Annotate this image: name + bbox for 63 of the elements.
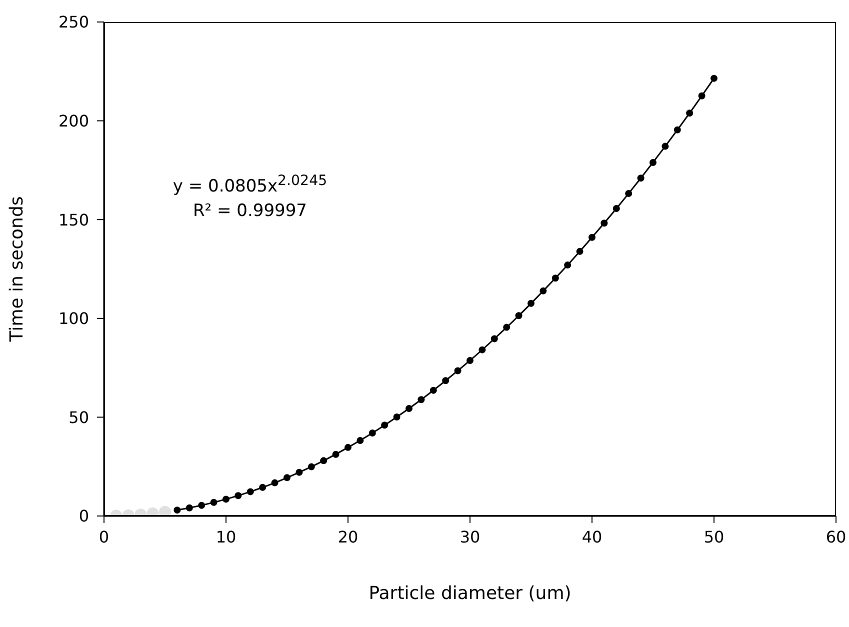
point [662, 142, 669, 150]
point [686, 110, 694, 117]
point [234, 492, 242, 500]
point [296, 468, 303, 476]
point [552, 274, 559, 282]
point [637, 174, 644, 182]
point [320, 457, 328, 464]
point [625, 190, 632, 198]
point [698, 92, 706, 100]
point [564, 262, 572, 269]
x-tick-label: 20 [338, 527, 358, 546]
y-tick-label: 150 [58, 210, 89, 230]
y-tick-label: 250 [58, 12, 89, 32]
point [222, 496, 230, 503]
point [210, 498, 218, 506]
point [540, 287, 547, 294]
point [271, 479, 278, 486]
annotation: y = 0.0805x$^{2.0245}$ [172, 172, 328, 198]
point [612, 205, 620, 212]
point [674, 126, 681, 134]
x-tick-label: 40 [582, 527, 602, 546]
point [490, 335, 498, 342]
point [710, 74, 718, 82]
point [368, 430, 376, 437]
point [393, 414, 400, 420]
point [442, 377, 450, 384]
point [576, 248, 584, 255]
y-tick-label: 0 [78, 506, 89, 526]
point [503, 324, 510, 331]
point [418, 396, 425, 404]
point [186, 504, 193, 512]
x-tick-label: 30 [460, 527, 480, 546]
x-tick-label: 0 [98, 527, 110, 546]
point [284, 474, 290, 482]
x-tick-label: 60 [826, 527, 846, 546]
point [588, 234, 596, 241]
y-tick-label: 50 [68, 408, 89, 427]
point [332, 450, 340, 458]
point [344, 444, 352, 451]
point [430, 386, 437, 394]
x-axis-title: Particle diameter (um) [368, 583, 572, 604]
point [259, 484, 266, 491]
point [308, 463, 315, 470]
point [478, 346, 486, 354]
point [246, 488, 254, 496]
point [381, 422, 388, 429]
y-tick-label: 100 [58, 309, 89, 328]
point [454, 367, 462, 374]
y-axis-title: Time in seconds [6, 196, 28, 343]
point [356, 437, 364, 444]
point [650, 158, 656, 166]
point [515, 312, 522, 320]
point [600, 220, 608, 227]
point [466, 356, 474, 364]
x-tick-label: 10 [216, 527, 236, 546]
point [406, 405, 412, 412]
point [528, 300, 534, 307]
point [159, 506, 171, 516]
point [198, 502, 206, 509]
point [174, 506, 181, 514]
y-tick-label: 200 [58, 111, 89, 130]
annotation: R² = 0.99997 [192, 200, 308, 222]
x-tick-label: 50 [704, 527, 724, 546]
